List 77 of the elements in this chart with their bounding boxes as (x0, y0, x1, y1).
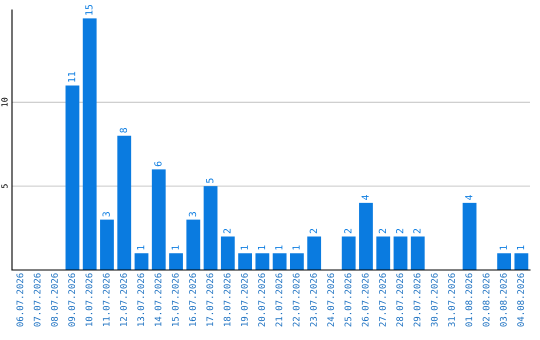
data-label: 15 (85, 4, 93, 15)
data-label: 2 (378, 228, 386, 234)
bar (376, 236, 390, 270)
bar (134, 253, 148, 270)
bar (238, 253, 252, 270)
y-tick-label: 10 (1, 98, 8, 106)
x-tick-label: 15.07.2026 (172, 273, 179, 326)
data-label: 2 (344, 228, 352, 234)
x-tick-label: 27.07.2026 (379, 273, 386, 326)
x-tick-label: 08.07.2026 (50, 273, 58, 327)
data-label: 1 (258, 246, 266, 250)
x-tick-label: 10.07.2026 (86, 273, 92, 326)
bar (100, 220, 114, 270)
x-tick-label: 30.07.2026 (430, 273, 438, 327)
x-tick-label: 22.07.2026 (292, 273, 300, 326)
bar (342, 236, 356, 270)
data-label: 3 (188, 212, 196, 217)
data-label: 5 (206, 178, 214, 183)
x-tick-label: 31.07.2026 (448, 273, 455, 327)
data-label: 1 (292, 246, 300, 250)
bar (290, 253, 304, 270)
x-tick-label: 13.07.2026 (137, 273, 144, 326)
x-tick-label: 26.07.2026 (362, 273, 369, 326)
data-label: 2 (396, 228, 404, 234)
x-tick-label: 18.07.2026 (224, 273, 230, 326)
x-tick-label: 25.07.2026 (344, 273, 352, 326)
data-label: 2 (310, 228, 317, 234)
x-tick-label: 09.07.2026 (68, 273, 76, 327)
data-label: 2 (413, 228, 420, 234)
bar (117, 136, 132, 270)
data-label: 1 (172, 246, 179, 250)
x-tick-label: 29.07.2026 (414, 273, 420, 326)
x-tick-label: 14.07.2026 (154, 273, 162, 326)
data-label: 1 (516, 246, 524, 250)
x-tick-label: 21.07.2026 (275, 273, 282, 326)
data-label: 4 (465, 195, 472, 200)
data-label: 8 (120, 128, 128, 133)
bar (497, 253, 512, 270)
bar (462, 202, 476, 270)
x-tick-label: 06.07.2026 (16, 273, 24, 327)
x-tick-label: 28.07.2026 (396, 273, 404, 326)
x-tick-label: 20.07.2026 (258, 273, 266, 326)
data-label: 1 (240, 246, 248, 250)
bar (359, 202, 373, 270)
bar (307, 236, 322, 270)
x-tick-label: 12.07.2026 (120, 273, 127, 326)
bar (152, 169, 166, 270)
data-label: 6 (154, 162, 162, 166)
bar (272, 253, 287, 270)
x-tick-label: 19.07.2026 (240, 273, 248, 326)
bar (410, 236, 425, 270)
data-label: 4 (362, 195, 369, 200)
data-label: 2 (223, 228, 231, 234)
x-tick-label: 11.07.2026 (102, 273, 110, 326)
x-tick-label: 24.07.2026 (327, 273, 334, 326)
x-tick-label: 02.08.2026 (482, 273, 490, 327)
x-tick-label: 01.08.2026 (465, 273, 472, 327)
bar (169, 253, 183, 270)
bar (186, 220, 200, 270)
data-label: 11 (68, 72, 76, 82)
x-tick-label: 17.07.2026 (206, 273, 214, 326)
x-tick-label: 16.07.2026 (189, 273, 196, 326)
bar (66, 85, 80, 270)
data-label: 1 (275, 246, 282, 250)
data-label: 1 (500, 246, 507, 250)
bar (220, 236, 235, 270)
data-label: 3 (102, 212, 110, 217)
x-tick-label: 04.08.2026 (517, 273, 524, 327)
bar (394, 236, 408, 270)
x-tick-label: 03.08.2026 (500, 273, 507, 327)
bar (204, 186, 218, 270)
bar (82, 18, 97, 270)
data-label: 1 (137, 246, 144, 250)
x-tick-label: 07.07.2026 (34, 273, 41, 327)
bar (514, 253, 528, 270)
bar (255, 253, 270, 270)
x-tick-label: 23.07.2026 (310, 273, 317, 326)
